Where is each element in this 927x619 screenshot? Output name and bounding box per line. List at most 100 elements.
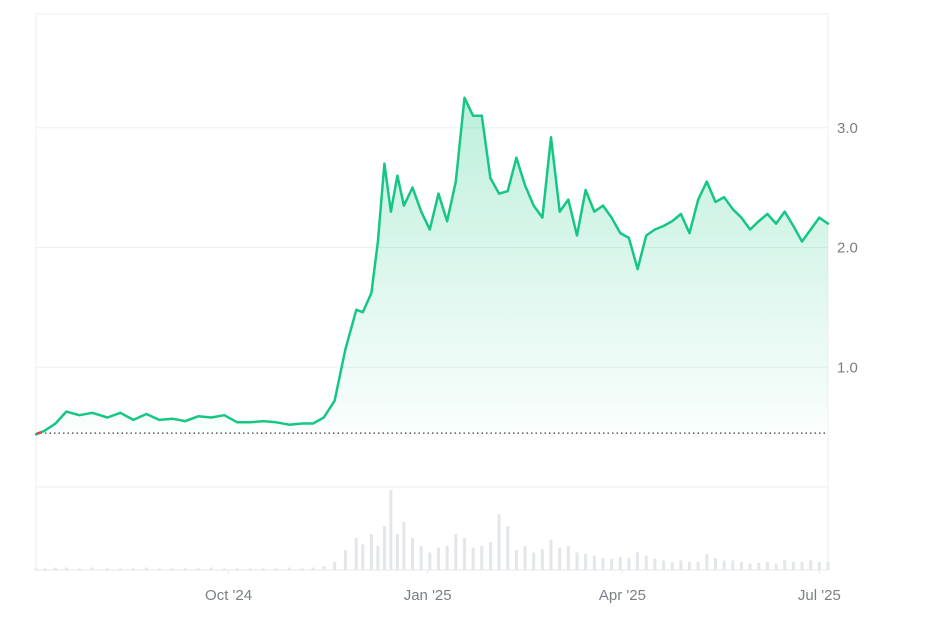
data-point bbox=[809, 228, 812, 231]
volume-bar bbox=[679, 560, 683, 570]
volume-bar bbox=[800, 562, 804, 570]
data-point bbox=[558, 210, 561, 213]
volume-bar bbox=[395, 534, 399, 570]
volume-bar bbox=[558, 547, 562, 570]
volume-bar bbox=[722, 560, 726, 570]
volume-bar bbox=[34, 568, 38, 570]
data-point bbox=[249, 421, 252, 424]
volume-bar bbox=[791, 562, 795, 570]
data-point bbox=[541, 216, 544, 219]
data-point bbox=[688, 232, 691, 235]
volume-bar bbox=[64, 567, 68, 570]
volume-bar bbox=[575, 552, 579, 570]
data-point bbox=[43, 429, 46, 432]
volume-bar bbox=[523, 546, 527, 570]
volume-bar bbox=[402, 522, 406, 570]
data-point bbox=[697, 198, 700, 201]
volume-bar bbox=[610, 558, 614, 570]
volume-bar bbox=[376, 546, 380, 570]
volume-bar bbox=[287, 567, 291, 570]
data-point bbox=[376, 240, 379, 243]
volume-bar bbox=[644, 555, 648, 570]
data-point bbox=[65, 410, 68, 413]
volume-bar bbox=[757, 562, 761, 570]
volume-bar bbox=[389, 490, 393, 570]
data-point bbox=[645, 234, 648, 237]
data-point bbox=[800, 240, 804, 243]
data-point bbox=[679, 212, 683, 216]
x-tick-label: Oct '24 bbox=[205, 587, 252, 604]
data-point bbox=[584, 188, 587, 192]
volume-bar bbox=[261, 568, 265, 570]
volume-bar bbox=[354, 538, 358, 570]
volume-bar bbox=[774, 563, 778, 570]
data-point bbox=[322, 416, 325, 419]
data-point bbox=[184, 420, 187, 423]
data-point bbox=[627, 236, 631, 239]
price-area-fill bbox=[36, 97, 828, 435]
data-point bbox=[610, 216, 613, 219]
data-point bbox=[370, 291, 373, 295]
data-point bbox=[158, 418, 161, 421]
volume-bar bbox=[436, 547, 440, 570]
data-point bbox=[262, 420, 265, 423]
volume-bar bbox=[419, 546, 423, 570]
data-point bbox=[593, 210, 596, 213]
data-point bbox=[601, 204, 605, 207]
data-point bbox=[749, 228, 752, 231]
data-point bbox=[723, 196, 726, 199]
volume-bar bbox=[118, 568, 122, 570]
data-point bbox=[428, 228, 431, 231]
volume-bar bbox=[471, 547, 475, 570]
data-point bbox=[775, 222, 778, 225]
data-point bbox=[515, 156, 518, 159]
volume-bar bbox=[144, 567, 148, 570]
volume-bar bbox=[131, 568, 135, 570]
volume-bar bbox=[592, 555, 596, 570]
volume-bar bbox=[445, 546, 449, 570]
data-point bbox=[740, 216, 743, 219]
data-point bbox=[653, 228, 657, 231]
data-point bbox=[171, 417, 174, 420]
data-point bbox=[757, 220, 760, 223]
volume-bar bbox=[105, 568, 109, 570]
volume-bar bbox=[731, 560, 735, 570]
x-tick-label: Apr '25 bbox=[599, 587, 646, 604]
volume-bar bbox=[428, 552, 432, 570]
data-point bbox=[818, 216, 821, 219]
volume-bar bbox=[532, 552, 536, 570]
volume-bar bbox=[170, 568, 174, 570]
data-point bbox=[91, 411, 94, 414]
volume-bar bbox=[670, 562, 674, 570]
volume-bar bbox=[209, 567, 213, 570]
volume-bar bbox=[566, 546, 570, 570]
volume-bar bbox=[183, 568, 187, 570]
data-point bbox=[355, 308, 358, 311]
x-tick-label: Jul '25 bbox=[798, 587, 841, 604]
data-point bbox=[106, 416, 109, 419]
data-point bbox=[826, 222, 830, 225]
data-point bbox=[619, 232, 622, 235]
data-point bbox=[383, 162, 386, 165]
data-point bbox=[549, 136, 553, 139]
volume-bar bbox=[300, 568, 304, 570]
data-point bbox=[132, 418, 135, 421]
data-point bbox=[288, 423, 291, 426]
data-point bbox=[480, 114, 483, 117]
data-point bbox=[236, 421, 239, 424]
volume-bar bbox=[361, 544, 365, 570]
volume-bar bbox=[636, 552, 640, 570]
data-point bbox=[446, 220, 449, 223]
data-point bbox=[344, 348, 347, 351]
volume-bar bbox=[454, 534, 458, 570]
volume-bar bbox=[411, 538, 415, 570]
volume-bar bbox=[739, 562, 743, 570]
data-point bbox=[223, 414, 226, 417]
volume-bar bbox=[235, 568, 239, 570]
data-point bbox=[301, 422, 304, 425]
data-point bbox=[472, 114, 475, 117]
data-point bbox=[437, 192, 440, 195]
volume-bar bbox=[462, 538, 466, 570]
volume-bar bbox=[480, 546, 484, 570]
